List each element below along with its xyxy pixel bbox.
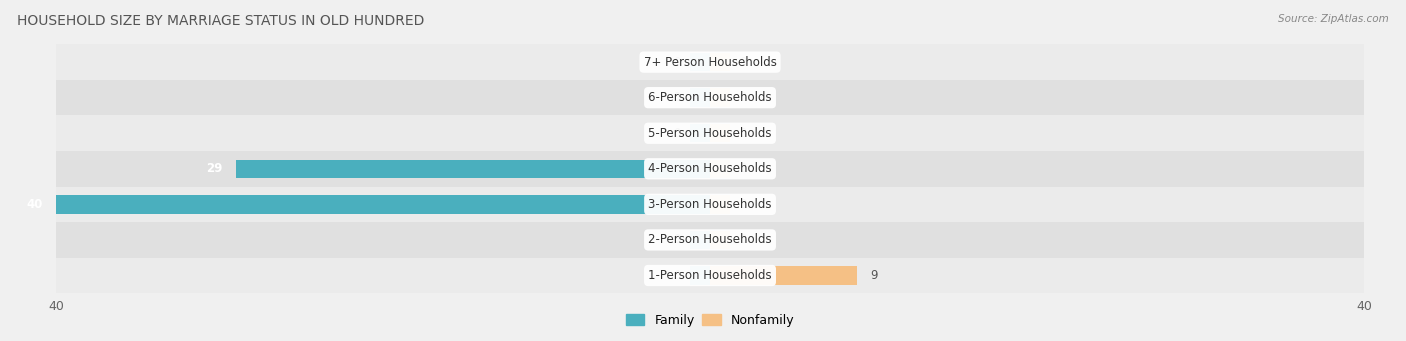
Text: 9: 9 — [870, 269, 877, 282]
Bar — [56, 258, 1364, 293]
Bar — [710, 231, 730, 249]
Text: 0: 0 — [740, 127, 747, 140]
Text: 0: 0 — [673, 56, 681, 69]
Bar — [690, 231, 710, 249]
Bar — [690, 266, 710, 285]
Text: 29: 29 — [207, 162, 224, 175]
Text: 0: 0 — [740, 56, 747, 69]
Bar — [710, 266, 858, 285]
Bar — [710, 53, 730, 71]
Bar — [56, 151, 1364, 187]
Text: HOUSEHOLD SIZE BY MARRIAGE STATUS IN OLD HUNDRED: HOUSEHOLD SIZE BY MARRIAGE STATUS IN OLD… — [17, 14, 425, 28]
Text: 0: 0 — [673, 269, 681, 282]
Text: 0: 0 — [673, 91, 681, 104]
Text: 0: 0 — [740, 91, 747, 104]
Bar — [710, 124, 730, 143]
Text: 5-Person Households: 5-Person Households — [648, 127, 772, 140]
Bar — [710, 160, 730, 178]
Text: 0: 0 — [673, 234, 681, 247]
Text: 1-Person Households: 1-Person Households — [648, 269, 772, 282]
Text: 7+ Person Households: 7+ Person Households — [644, 56, 776, 69]
Text: Source: ZipAtlas.com: Source: ZipAtlas.com — [1278, 14, 1389, 24]
Text: 2-Person Households: 2-Person Households — [648, 234, 772, 247]
Bar — [56, 44, 1364, 80]
Bar — [690, 88, 710, 107]
Bar — [690, 124, 710, 143]
Text: 40: 40 — [27, 198, 44, 211]
Text: 6-Person Households: 6-Person Households — [648, 91, 772, 104]
Text: 3-Person Households: 3-Person Households — [648, 198, 772, 211]
Bar — [56, 80, 1364, 116]
Bar — [56, 116, 1364, 151]
Text: 0: 0 — [673, 127, 681, 140]
Bar — [690, 53, 710, 71]
Bar — [710, 88, 730, 107]
Text: 0: 0 — [740, 162, 747, 175]
Bar — [236, 160, 710, 178]
Bar — [710, 195, 730, 213]
Text: 0: 0 — [740, 198, 747, 211]
Legend: Family, Nonfamily: Family, Nonfamily — [620, 309, 800, 332]
Text: 0: 0 — [740, 234, 747, 247]
Bar — [56, 187, 1364, 222]
Bar — [56, 222, 1364, 258]
Text: 4-Person Households: 4-Person Households — [648, 162, 772, 175]
Bar — [56, 195, 710, 213]
